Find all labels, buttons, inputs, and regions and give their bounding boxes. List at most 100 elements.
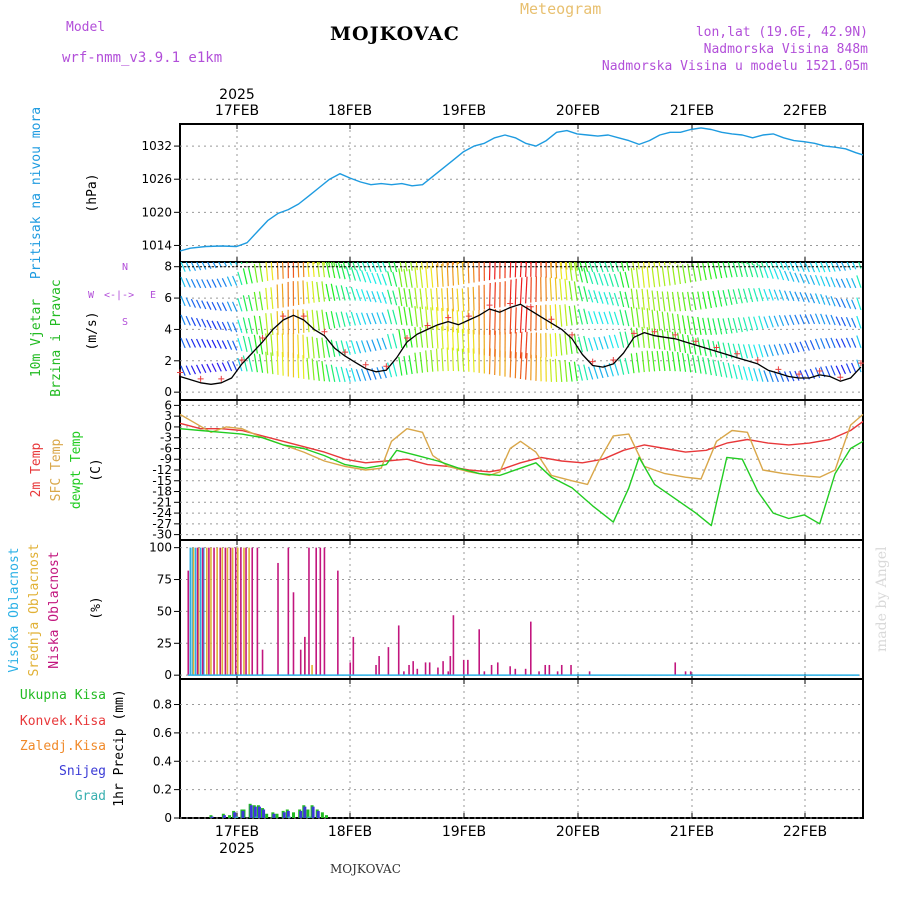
- wind-barb: [613, 273, 620, 288]
- wind-barb: [825, 262, 831, 273]
- wind-barb: [311, 309, 315, 332]
- wind-barb: [770, 262, 774, 269]
- wind-barb: [276, 262, 279, 280]
- model-value: wrf-nmm_v3.9.1 e1km: [62, 50, 223, 66]
- wind-barb: [753, 368, 759, 382]
- wind-barb: [646, 327, 651, 349]
- gust-marker: [362, 361, 369, 368]
- wind-barb: [247, 317, 253, 335]
- wind-barb: [783, 270, 790, 282]
- wind-barb: [856, 275, 862, 288]
- wind-barb: [768, 315, 774, 328]
- wind-barb: [641, 326, 645, 348]
- wind-barb: [190, 365, 197, 375]
- wind-barb: [253, 291, 258, 311]
- wind-barb: [265, 313, 269, 335]
- wind-barb: [789, 262, 795, 272]
- wind-barb: [206, 262, 212, 270]
- x-tick-label-bottom: 22FEB: [783, 824, 827, 840]
- wind-barb: [376, 272, 382, 285]
- wind-axis-title-line1: 10m Vjetar: [29, 299, 44, 377]
- wind-barb: [588, 337, 594, 351]
- wind-barb: [760, 262, 764, 267]
- wind-barb: [707, 357, 712, 376]
- precip-bar: [275, 813, 279, 818]
- wind-barb: [763, 316, 769, 329]
- wind-barb: [840, 278, 847, 289]
- wind-barb: [308, 262, 310, 264]
- wind-barb: [509, 351, 512, 378]
- wind-barb: [201, 262, 207, 270]
- wind-barb: [297, 281, 300, 306]
- wind-barb: [451, 287, 455, 312]
- wind-barb: [717, 341, 723, 358]
- wind-barb: [376, 367, 382, 379]
- wind-barb: [376, 262, 382, 273]
- wind-barb: [651, 266, 656, 288]
- wind-barb: [419, 326, 424, 348]
- gust-marker: [259, 335, 266, 342]
- wind-barb: [603, 311, 609, 325]
- gust-marker: [383, 363, 390, 370]
- x-tick-label-bottom: 19FEB: [442, 824, 486, 840]
- wind-barb: [180, 314, 186, 326]
- wind-barb: [392, 290, 398, 306]
- wind-barb: [270, 313, 274, 335]
- wind-barb: [732, 289, 738, 305]
- wind-barb: [251, 262, 253, 263]
- wind-barb: [398, 287, 403, 307]
- wind-barb: [773, 315, 779, 327]
- gust-marker: [672, 331, 679, 338]
- wind-barb: [509, 307, 512, 334]
- wind-barb: [663, 262, 666, 266]
- wind-barb: [494, 262, 496, 280]
- wind-barb: [408, 328, 413, 348]
- wind-barb: [276, 332, 279, 357]
- gust-marker: [218, 375, 225, 382]
- wind-barb: [265, 262, 269, 281]
- precip-bar: [299, 810, 303, 818]
- wind-barb: [206, 339, 212, 349]
- wind-barb: [398, 268, 403, 288]
- wind-barb: [258, 263, 264, 282]
- x-tick-label-top: 17FEB: [215, 103, 259, 119]
- wind-barb: [461, 329, 465, 353]
- wind-barb: [414, 352, 418, 374]
- y-tick-label: -12: [152, 463, 172, 477]
- wind-barb: [325, 340, 331, 358]
- wind-barb: [366, 312, 372, 325]
- wind-barb: [630, 288, 635, 309]
- wind-barb: [814, 367, 821, 379]
- wind-barb: [624, 357, 630, 375]
- wind-barb: [835, 338, 841, 348]
- wind-barb: [717, 360, 723, 377]
- wind-barb: [835, 316, 841, 326]
- wind-barb: [350, 286, 356, 301]
- wind-barb: [773, 370, 779, 383]
- wind-barb: [588, 311, 594, 325]
- wind-barb: [302, 334, 305, 359]
- wind-barb: [398, 329, 403, 349]
- wind-barb: [698, 244, 701, 262]
- wind-barb: [461, 348, 465, 372]
- wind-barb: [737, 364, 743, 380]
- wind-barb: [830, 314, 836, 326]
- wind-barb: [419, 352, 424, 373]
- wind-barb: [814, 274, 821, 286]
- wind-barb: [366, 271, 372, 284]
- wind-barb: [758, 264, 764, 278]
- wind-barb: [253, 353, 258, 373]
- wind-barb: [564, 278, 568, 301]
- wind-barb: [656, 350, 661, 372]
- gust-marker: [857, 360, 864, 367]
- wind-barb: [707, 262, 712, 280]
- wind-barb: [195, 299, 202, 309]
- wind-barb: [737, 317, 743, 333]
- x-tick-label-top: 22FEB: [783, 103, 827, 119]
- wind-barb: [403, 288, 408, 307]
- wind-barb: [712, 359, 718, 377]
- wind-barb: [550, 262, 553, 268]
- wind-barb: [820, 275, 826, 287]
- wind-barb: [603, 292, 609, 305]
- wind-barb: [751, 262, 754, 266]
